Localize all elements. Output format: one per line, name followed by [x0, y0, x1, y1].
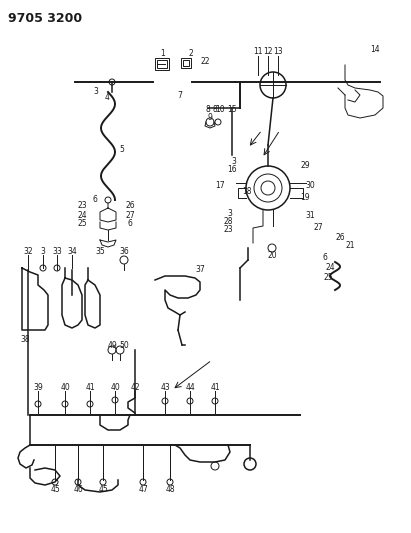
Text: 20: 20 [267, 251, 277, 260]
Text: 14: 14 [370, 45, 380, 54]
Text: 18: 18 [242, 188, 252, 197]
Text: 44: 44 [185, 383, 195, 392]
Text: 12: 12 [263, 47, 273, 56]
Text: 21: 21 [345, 240, 355, 249]
Text: 41: 41 [210, 383, 220, 392]
Text: 25: 25 [323, 273, 333, 282]
Text: 1: 1 [161, 50, 165, 59]
Text: 50: 50 [119, 341, 129, 350]
Text: 16: 16 [227, 166, 237, 174]
Text: 26: 26 [335, 233, 345, 243]
Text: 48: 48 [165, 486, 175, 495]
Text: 40: 40 [60, 383, 70, 392]
Text: 37: 37 [195, 265, 205, 274]
Text: 17: 17 [215, 181, 225, 190]
Text: 5: 5 [120, 146, 125, 155]
Text: 28: 28 [223, 216, 233, 225]
Text: 49: 49 [107, 341, 117, 350]
Text: 13: 13 [273, 47, 283, 56]
Text: 45: 45 [98, 486, 108, 495]
Text: 27: 27 [125, 211, 135, 220]
Text: 25: 25 [77, 220, 87, 229]
Text: 19: 19 [300, 193, 310, 203]
Text: 32: 32 [23, 247, 33, 256]
Text: 33: 33 [52, 247, 62, 256]
Text: 22: 22 [200, 58, 210, 67]
Text: 10: 10 [215, 106, 225, 115]
Text: 7: 7 [178, 91, 182, 100]
Text: 30: 30 [305, 181, 315, 190]
Bar [155, 58, 169, 70]
Text: 6: 6 [92, 196, 97, 205]
Text: 8: 8 [206, 106, 210, 115]
Text: 41: 41 [85, 383, 95, 392]
Text: 3: 3 [231, 157, 236, 166]
Bar [157, 60, 167, 68]
Text: 4: 4 [104, 93, 109, 101]
Text: 38: 38 [20, 335, 30, 344]
Bar [183, 60, 189, 66]
Text: 40: 40 [110, 383, 120, 392]
Text: 9705 3200: 9705 3200 [8, 12, 82, 25]
Text: 11: 11 [253, 47, 263, 56]
Text: 34: 34 [67, 247, 77, 256]
Text: 24: 24 [325, 263, 335, 272]
Text: 46: 46 [73, 486, 83, 495]
Text: 47: 47 [138, 486, 148, 495]
Text: 45: 45 [50, 486, 60, 495]
Text: 3: 3 [228, 208, 233, 217]
Text: 3: 3 [94, 86, 99, 95]
Text: 23: 23 [223, 224, 233, 233]
Text: 43: 43 [160, 383, 170, 392]
Text: 6: 6 [323, 254, 328, 262]
Text: 35: 35 [95, 247, 105, 256]
Text: 15: 15 [227, 106, 237, 115]
Text: 3: 3 [41, 247, 46, 256]
Text: 31: 31 [305, 211, 315, 220]
Text: 6: 6 [127, 220, 132, 229]
Text: 39: 39 [33, 383, 43, 392]
Text: 24: 24 [77, 211, 87, 220]
Text: 2: 2 [189, 50, 193, 59]
Text: 42: 42 [130, 383, 140, 392]
Text: 23: 23 [77, 201, 87, 211]
Text: 29: 29 [300, 160, 310, 169]
Text: 8: 8 [212, 106, 217, 115]
Bar [181, 58, 191, 68]
Text: 27: 27 [313, 223, 323, 232]
Text: 26: 26 [125, 201, 135, 211]
Text: 36: 36 [119, 247, 129, 256]
Text: 9: 9 [208, 114, 212, 123]
